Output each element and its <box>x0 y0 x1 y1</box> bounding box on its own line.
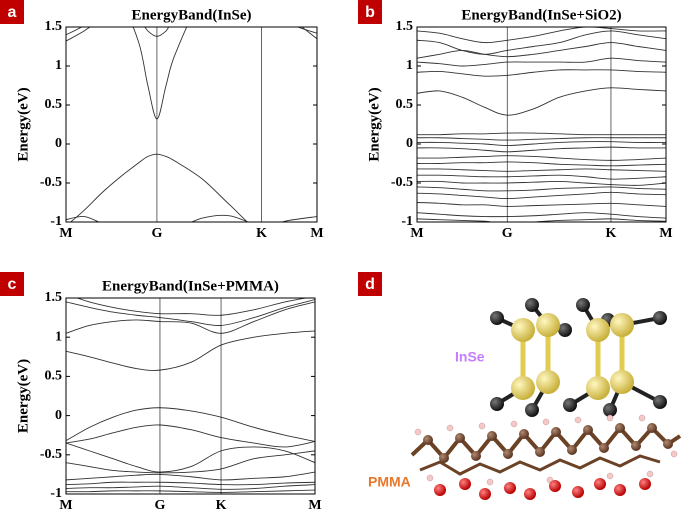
band-line <box>417 27 666 44</box>
y-axis-label: Energy(eV) <box>15 87 31 161</box>
x-tick-label: K <box>216 498 227 513</box>
y-tick-label: -1 <box>50 214 62 229</box>
y-tick-label: 0 <box>55 408 62 423</box>
band-line <box>66 407 315 442</box>
y-tick-label: -0.5 <box>40 447 62 462</box>
chart-title: EnergyBand(InSe+SiO2) <box>461 7 621 23</box>
x-tick-label: M <box>310 226 323 241</box>
chart-panel: a EnergyBand(InSe) Energy(eV) -1 -0.5 0 0.5 1 1.… <box>0 0 324 241</box>
c-atoms <box>423 423 673 463</box>
band-line <box>417 155 666 161</box>
x-tick-label: M <box>308 498 321 513</box>
band-line <box>66 299 315 326</box>
panel-letter-box <box>0 272 24 296</box>
band-line <box>417 30 666 55</box>
band-line <box>417 146 666 153</box>
y-tick-label: -1 <box>401 214 413 229</box>
y-tick-label: 1 <box>55 329 62 344</box>
band-line <box>66 442 315 473</box>
band-line <box>66 424 315 448</box>
band-line <box>417 137 666 141</box>
band-line <box>417 168 666 172</box>
x-tick-label: M <box>59 226 72 241</box>
band-line <box>417 57 666 67</box>
band-line <box>417 132 666 136</box>
y-tick-label: -0.5 <box>391 175 413 190</box>
band-line <box>66 489 315 493</box>
y-tick-label: 0.5 <box>45 369 63 384</box>
band-line <box>75 298 309 316</box>
y-tick-label: 1.5 <box>45 19 63 34</box>
x-tick-label: G <box>502 226 513 241</box>
panel-letter: b <box>365 4 375 21</box>
y-axis-label: Energy(eV) <box>366 87 382 161</box>
x-tick-label: M <box>410 226 423 241</box>
pmma-chain-2 <box>419 454 661 476</box>
band-line <box>66 214 317 222</box>
band-line <box>66 481 315 486</box>
band-line <box>417 180 666 186</box>
panel-letter: d <box>365 276 375 293</box>
band-line <box>66 330 315 371</box>
chart-title: EnergyBand(InSe) <box>131 7 251 23</box>
x-tick-label: G <box>151 226 162 241</box>
chart-title: EnergyBand(InSe+PMMA) <box>102 278 279 294</box>
band-line <box>417 186 666 192</box>
panel-letter-box <box>0 0 24 24</box>
structure-label: InSe <box>455 349 485 365</box>
band-line <box>66 484 315 490</box>
band-line <box>417 141 666 147</box>
y-tick-label: 0 <box>55 136 62 151</box>
x-tick-label: M <box>659 226 672 241</box>
band-line <box>417 69 666 77</box>
y-tick-label: 1 <box>55 58 62 73</box>
chart-panel: c EnergyBand(InSe+PMMA) Energy(eV) -1 -0.5 0 0… <box>0 272 322 513</box>
band-line <box>132 27 188 120</box>
band-line <box>417 161 666 167</box>
x-tick-label: K <box>256 226 267 241</box>
y-tick-label: -0.5 <box>40 175 62 190</box>
y-tick-label: 0.5 <box>45 97 63 112</box>
h-atoms <box>414 414 678 486</box>
structure-label: PMMA <box>368 474 411 490</box>
band-line <box>69 153 248 222</box>
panel-letter-box <box>358 0 382 24</box>
band-line <box>417 191 666 200</box>
panel-letter: c <box>8 276 17 293</box>
x-tick-label: K <box>606 226 617 241</box>
band-line <box>417 42 666 59</box>
y-tick-label: 1 <box>406 58 413 73</box>
y-axis-label: Energy(eV) <box>15 359 31 433</box>
structure-drawing: d <box>358 272 682 500</box>
panel-letter: a <box>8 4 17 21</box>
o-atoms <box>434 478 651 500</box>
band-line <box>66 471 315 481</box>
band-line <box>66 450 315 474</box>
in-atoms <box>511 313 634 400</box>
band-line <box>417 87 666 116</box>
band-line <box>144 27 170 37</box>
y-tick-label: -1 <box>50 486 62 501</box>
plot-frame <box>65 297 316 495</box>
chart-panel: b EnergyBand(InSe+SiO2) Energy(eV) -1 -0.5 0 0… <box>358 0 673 241</box>
y-tick-label: 1.5 <box>45 290 63 305</box>
band-line <box>417 212 666 219</box>
y-tick-label: 0.5 <box>396 97 414 112</box>
x-tick-label: G <box>155 498 166 513</box>
band-line <box>417 202 666 207</box>
plot-frame <box>416 26 667 223</box>
y-tick-label: 1.5 <box>396 19 414 34</box>
band-line <box>66 301 315 334</box>
x-tick-label: M <box>59 498 72 513</box>
band-line <box>417 174 666 180</box>
y-tick-label: 0 <box>406 136 413 151</box>
panel-letter-box <box>358 272 382 296</box>
plot-frame <box>65 26 318 223</box>
band-line <box>417 218 666 222</box>
